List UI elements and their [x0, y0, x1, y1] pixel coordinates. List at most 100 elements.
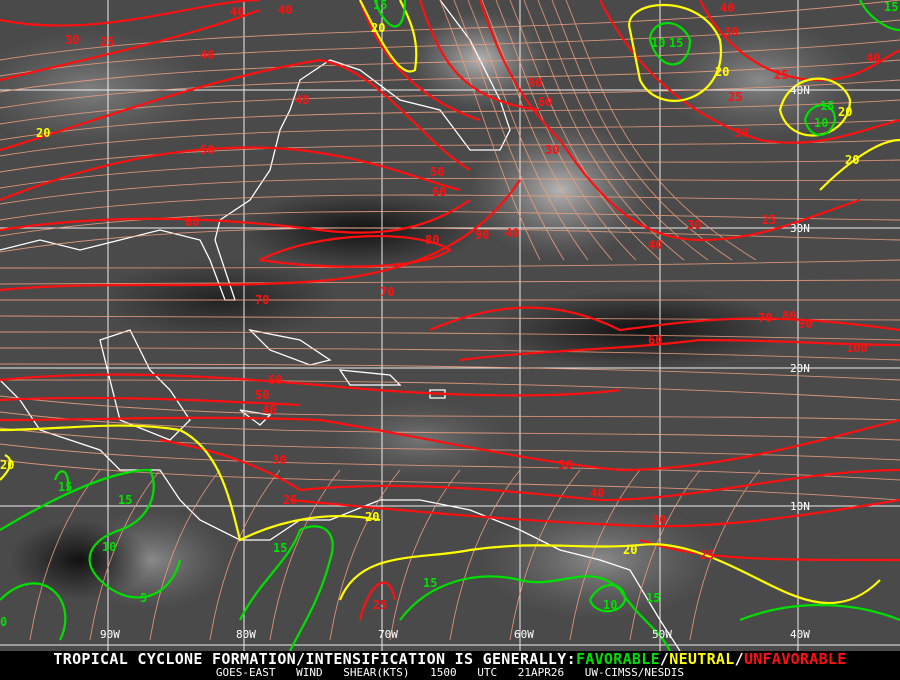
neutral-contours: [0, 0, 900, 605]
contour-label: 15: [646, 591, 660, 605]
unfavorable-legend: UNFAVORABLE: [743, 650, 847, 668]
streamline: [0, 119, 900, 157]
contour-label: 40: [590, 486, 604, 500]
lon-label: 40W: [790, 628, 810, 641]
streamline: [149, 469, 221, 641]
lat-lon-grid: [0, 0, 900, 651]
streamline: [537, 0, 709, 261]
lat-label: 20N: [790, 362, 810, 375]
contour-label: 20: [371, 21, 385, 35]
contour-label: 100: [846, 341, 868, 355]
lon-label: 50W: [652, 628, 672, 641]
latitude-labels: 40N 30N 20N 10N: [790, 84, 810, 513]
streamline: [565, 0, 757, 261]
contour-label: 25: [100, 35, 114, 49]
caption-bar: TROPICAL CYCLONE FORMATION/INTENSIFICATI…: [0, 651, 900, 680]
contour-label: 25: [283, 493, 297, 507]
contour-label: 15: [118, 493, 132, 507]
contour-label: 90: [798, 317, 812, 331]
favorable-contours: [0, 0, 900, 651]
streamline: [551, 0, 733, 261]
streamline: [509, 0, 661, 261]
lon-label: 60W: [514, 628, 534, 641]
streamline: [0, 379, 900, 401]
streamline: [0, 411, 900, 441]
contour-label: 10: [651, 36, 665, 50]
separator: /: [734, 650, 744, 668]
contour-label: 40: [230, 5, 244, 19]
contour-label: 15: [58, 480, 72, 494]
contour-label: 30: [734, 126, 748, 140]
product-info: GOES-EAST WIND SHEAR(KTS) 1500 UTC 21APR…: [0, 667, 900, 679]
longitude-labels: 90W 80W 70W 60W 50W 40W: [100, 628, 810, 641]
streamline: [629, 469, 701, 641]
valid-date: 21APR26: [517, 666, 565, 679]
streamline: [0, 395, 900, 421]
contour-label: 30: [545, 143, 559, 157]
streamline: [209, 469, 281, 641]
contour-label: 50: [200, 143, 214, 157]
lon-label: 90W: [100, 628, 120, 641]
contour-label: 20: [838, 105, 852, 119]
streamline: [481, 0, 613, 261]
streamline: [509, 469, 581, 641]
streamline: [0, 347, 900, 361]
contour-label: 20: [0, 458, 14, 472]
contour-label: 25: [762, 213, 776, 227]
contour-label: 60: [185, 215, 199, 229]
streamline: [449, 469, 521, 641]
contour-label: 30: [272, 453, 286, 467]
contour-label: 25: [774, 68, 788, 82]
streamline: [453, 0, 565, 261]
streamline: [0, 79, 900, 125]
streamline: [0, 363, 900, 381]
contour-label: 40: [866, 51, 880, 65]
contour-label: 60: [268, 373, 282, 387]
contour-label: 60: [432, 185, 446, 199]
contour-label: 40: [505, 226, 519, 240]
streamline: [0, 159, 900, 189]
streamline: [0, 259, 900, 269]
contour-label: 20: [365, 510, 379, 524]
contour-label: 70: [758, 311, 772, 325]
contour-label: 15: [423, 576, 437, 590]
lat-label: 10N: [790, 500, 810, 513]
contour-label: 10: [603, 598, 617, 612]
contour-label: 70: [380, 285, 394, 299]
contour-label: 40: [278, 3, 292, 17]
streamline: [439, 0, 541, 261]
contour-label: 50: [558, 458, 572, 472]
contour-label: 25: [700, 548, 714, 562]
streamline: [0, 178, 900, 205]
contour-label: 30: [687, 218, 701, 232]
contour-label: 0: [0, 615, 7, 629]
contour-label: 40: [262, 403, 276, 417]
valid-time: 1500 UTC: [430, 666, 498, 679]
contour-label: 80: [425, 233, 439, 247]
contour-label: 20: [623, 543, 637, 557]
contour-label: 90: [475, 228, 489, 242]
contour-label: 20: [715, 65, 729, 79]
contour-label: 40: [648, 238, 662, 252]
lat-label: 30N: [790, 222, 810, 235]
headline-text: TROPICAL CYCLONE FORMATION/INTENSIFICATI…: [53, 650, 576, 668]
streamline: [0, 211, 900, 237]
headline: TROPICAL CYCLONE FORMATION/INTENSIFICATI…: [0, 651, 900, 667]
contour-label: 50: [255, 388, 269, 402]
streamline: [0, 19, 900, 77]
streamline: [467, 0, 589, 261]
contour-label: 20: [845, 153, 859, 167]
streamline: [29, 469, 101, 641]
coastlines: [0, 0, 681, 651]
contour-label: 20: [36, 126, 50, 140]
streamline: [0, 427, 900, 461]
contour-label: 30: [652, 513, 666, 527]
contour-label: 60: [538, 95, 552, 109]
contour-label: 40: [720, 1, 734, 15]
favorable-legend: FAVORABLE: [575, 650, 660, 668]
product-name: GOES-EAST WIND SHEAR(KTS): [215, 666, 410, 679]
contour-label: 40: [295, 93, 309, 107]
streamline: [689, 469, 761, 641]
contour-label: 90: [528, 76, 542, 90]
